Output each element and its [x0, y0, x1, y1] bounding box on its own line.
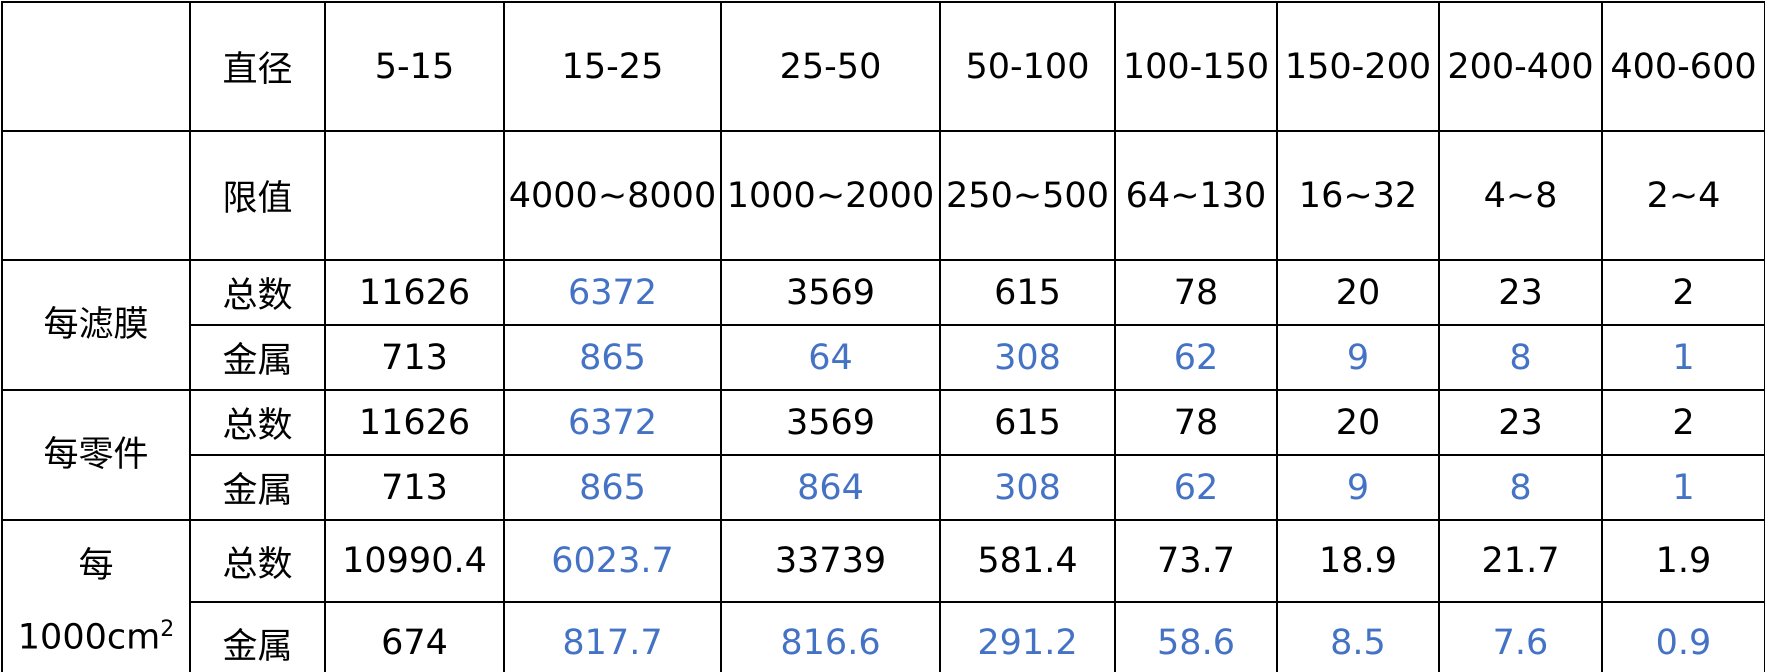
value-cell: 20 — [1276, 259, 1440, 326]
value-cell: 865 — [503, 324, 722, 391]
group-label: 每零件 — [1, 389, 191, 521]
superscript: 2 — [160, 617, 175, 643]
row-label: 金属 — [189, 601, 326, 672]
value-cell: 2 — [1601, 389, 1765, 456]
data-row: 每零件 总数 11626 6372 3569 615 78 20 23 2 — [1, 389, 1765, 521]
value-cell: 58.6 — [1114, 601, 1278, 672]
group-label: 每 1000cm2 — [1, 519, 191, 672]
header-cell: 50-100 — [939, 1, 1116, 132]
value-cell: 615 — [939, 389, 1116, 456]
value-cell: 9 — [1276, 454, 1440, 521]
row-label: 总数 — [189, 259, 326, 326]
value-cell: 674 — [324, 601, 505, 672]
data-row: 每 1000cm2 总数 10990.4 6023.7 33739 581.4 73.7 18.… — [1, 519, 1765, 672]
value-cell: 291.2 — [939, 601, 1116, 672]
value-cell: 33739 — [720, 519, 941, 603]
data-row: 每滤膜 总数 11626 6372 3569 615 78 20 23 2 — [1, 259, 1765, 391]
group-label-line: 1000cm2 — [17, 617, 175, 658]
header-cell: 2~4 — [1601, 130, 1765, 261]
value-cell: 78 — [1114, 259, 1278, 326]
value-cell: 11626 — [324, 259, 505, 326]
header-cell: 100-150 — [1114, 1, 1278, 132]
value-cell: 581.4 — [939, 519, 1116, 603]
value-cell: 73.7 — [1114, 519, 1278, 603]
value-cell: 6372 — [503, 259, 722, 326]
value-cell: 18.9 — [1276, 519, 1440, 603]
value-cell: 2 — [1601, 259, 1765, 326]
data-row: 金属 713 865 864 308 62 9 8 1 — [2, 454, 1765, 521]
value-cell: 864 — [720, 454, 941, 521]
header-cell: 16~32 — [1276, 130, 1440, 261]
row-label: 限值 — [189, 130, 326, 261]
value-cell: 615 — [939, 259, 1116, 326]
value-cell: 8 — [1438, 324, 1603, 391]
value-cell: 3569 — [720, 389, 941, 456]
value-cell: 713 — [324, 324, 505, 391]
value-cell: 7.6 — [1438, 601, 1603, 672]
value-cell: 1 — [1601, 324, 1765, 391]
value-cell: 308 — [939, 454, 1116, 521]
value-cell: 11626 — [324, 389, 505, 456]
value-cell: 6372 — [503, 389, 722, 456]
value-cell: 9 — [1276, 324, 1440, 391]
value-cell: 62 — [1114, 454, 1278, 521]
header-cell: 1000~2000 — [720, 130, 941, 261]
header-cell: 250~500 — [939, 130, 1116, 261]
row-label: 直径 — [189, 1, 326, 132]
group-label-line: 每 — [78, 546, 114, 587]
value-cell: 865 — [503, 454, 722, 521]
value-cell: 1.9 — [1601, 519, 1765, 603]
header-cell: 4~8 — [1438, 130, 1603, 261]
header-cell: 400-600 — [1601, 1, 1765, 132]
corner-cell — [1, 1, 191, 132]
value-cell: 308 — [939, 324, 1116, 391]
value-cell: 64 — [720, 324, 941, 391]
value-cell: 6023.7 — [503, 519, 722, 603]
header-cell: 150-200 — [1276, 1, 1440, 132]
value-cell: 713 — [324, 454, 505, 521]
row-label: 总数 — [189, 519, 326, 603]
header-cell: 4000~8000 — [503, 130, 722, 261]
group-label-line: 每滤膜 — [43, 305, 149, 345]
group-label-line: 每零件 — [43, 435, 149, 475]
header-cell: 200-400 — [1438, 1, 1603, 132]
row-label: 总数 — [189, 389, 326, 456]
value-cell: 8.5 — [1276, 601, 1440, 672]
header-cell — [324, 130, 505, 261]
value-cell: 1 — [1601, 454, 1765, 521]
header-cell: 64~130 — [1114, 130, 1278, 261]
row-label: 金属 — [189, 454, 326, 521]
header-cell: 5-15 — [324, 1, 505, 132]
header-row: 限值 4000~8000 1000~2000 250~500 64~130 16~32 4~… — [1, 130, 1765, 261]
header-row: 直径 5-15 15-25 25-50 50-100 100-150 150-200 200-… — [1, 1, 1765, 132]
value-cell: 23 — [1438, 259, 1603, 326]
value-cell: 3569 — [720, 259, 941, 326]
group-label: 每滤膜 — [1, 259, 191, 391]
value-cell: 62 — [1114, 324, 1278, 391]
value-cell: 78 — [1114, 389, 1278, 456]
value-cell: 817.7 — [503, 601, 722, 672]
header-cell: 15-25 — [503, 1, 722, 132]
value-cell: 8 — [1438, 454, 1603, 521]
row-label: 金属 — [189, 324, 326, 391]
value-cell: 0.9 — [1601, 601, 1765, 672]
value-cell: 10990.4 — [324, 519, 505, 603]
value-cell: 21.7 — [1438, 519, 1603, 603]
value-cell: 23 — [1438, 389, 1603, 456]
value-cell: 20 — [1276, 389, 1440, 456]
value-cell: 816.6 — [720, 601, 941, 672]
header-cell: 25-50 — [720, 1, 941, 132]
data-row: 金属 713 865 64 308 62 9 8 1 — [2, 324, 1765, 391]
corner-cell — [1, 130, 191, 261]
data-row: 金属 674 817.7 816.6 291.2 58.6 8.5 7.6 0.9 — [2, 601, 1765, 672]
